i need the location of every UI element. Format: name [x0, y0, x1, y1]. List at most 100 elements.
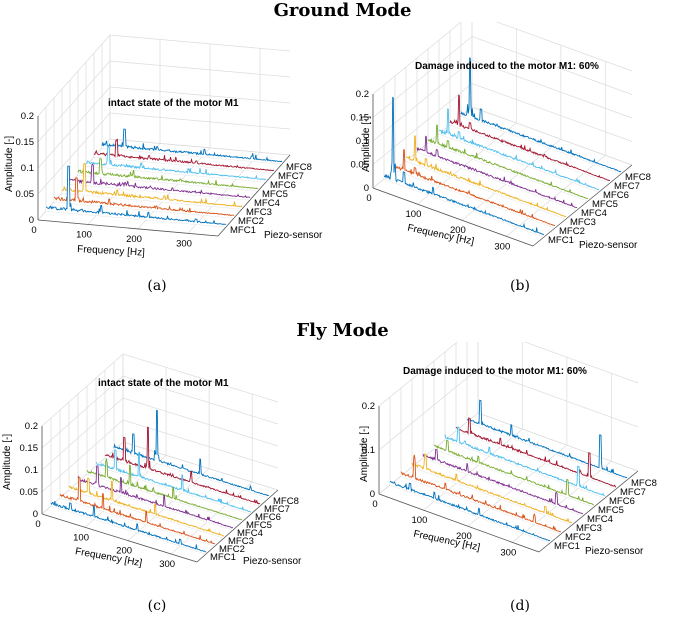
- x-tick-label: 100: [412, 515, 428, 526]
- series-line-mfc5: [433, 439, 595, 506]
- chart-panel-c: 0 0.05 0.1 0.15 0.2 0 100 200 300 MFC1 MFC2 MFC3 MFC…: [0, 342, 342, 612]
- series-mask-mfc3: [412, 454, 572, 525]
- z-tick-label: 0.05: [20, 487, 39, 498]
- series-mask-mfc7: [456, 418, 616, 489]
- category-label-mfc3: MFC3: [246, 207, 272, 218]
- x-axis-line: [41, 513, 198, 563]
- series-line-mfc8: [101, 128, 283, 163]
- gridline-z: [41, 419, 279, 493]
- series-line-mfc6: [95, 449, 252, 513]
- grid-a: [37, 34, 291, 237]
- z-tick-label: 0: [33, 509, 38, 520]
- z-tick-label: 0.2: [25, 421, 38, 432]
- chart-panel-d: 0 0.1 0.2 0 100 200 300 MFC1 MFC2 MFC3 MFC4 MFC5 MFC…: [343, 342, 685, 612]
- z-axis-label: Amplitude [-]: [4, 136, 15, 192]
- gridline-y-floor: [109, 138, 291, 156]
- series-line-mfc1: [45, 165, 227, 226]
- category-label-mfc2: MFC2: [219, 544, 245, 555]
- category-label-mfc8: MFC8: [625, 172, 651, 183]
- category-label-mfc7: MFC7: [264, 504, 290, 515]
- gridline-z: [41, 397, 279, 471]
- z-tick-label: 0.1: [362, 445, 375, 456]
- category-label-mfc1: MFC1: [230, 225, 256, 236]
- category-label-mfc4: MFC4: [581, 208, 607, 219]
- caption-d: (d): [510, 598, 530, 614]
- series-line-mfc4: [416, 135, 578, 209]
- z-tick-label: 0.05: [16, 189, 35, 200]
- gridline-z: [378, 368, 639, 451]
- category-label-mfc1: MFC1: [548, 235, 574, 246]
- chart-panel-a: 0 0.05 0.1 0.15 0.2 0 100 200 300 MFC1 MFC2 MFC3 MFC…: [0, 22, 342, 292]
- x-tick-label: 100: [73, 532, 89, 543]
- category-label-mfc6: MFC6: [603, 190, 629, 201]
- x-axis-label: Frequency [Hz]: [74, 546, 143, 569]
- series-mask-mfc3: [69, 478, 224, 538]
- category-label-mfc5: MFC5: [592, 199, 618, 210]
- category-label-mfc5: MFC5: [262, 189, 288, 200]
- gridline-x-floor: [41, 441, 124, 515]
- y-axis-line: [196, 489, 279, 563]
- x-tick-label: 200: [116, 546, 132, 557]
- series-line-mfc5: [77, 158, 259, 190]
- category-label-mfc3: MFC3: [570, 217, 596, 228]
- category-label-mfc2: MFC2: [565, 532, 591, 543]
- caption-a: (a): [147, 278, 167, 294]
- chart-panel-b: 0 0.05 0.1 0.15 0.2 0 100 200 300 MFC1 MFC2 MFC3 MFC…: [343, 22, 685, 292]
- gridline-x-floor: [512, 461, 612, 543]
- section-title-ground: Ground Mode: [273, 0, 412, 21]
- gridline-x-floor: [506, 155, 606, 237]
- series-mask-mfc6: [445, 427, 605, 498]
- x-tick-label: 100: [76, 229, 92, 240]
- gridline-z: [372, 36, 633, 118]
- axes-a: [37, 116, 291, 237]
- z-axis-label: Amplitude [-]: [2, 434, 13, 490]
- chart-svg-a: 00.050.10.150.20 100 200 300MFC1MFC2MFC3MFC…: [4, 34, 323, 259]
- y-axis-label: Piezo-sensor: [264, 230, 323, 241]
- series-line-mfc2: [400, 454, 562, 533]
- chart-svg-c: 00.050.10.150.20100200300MFC1MFC2MFC3MFC…: [2, 353, 302, 570]
- x-axis-line: [378, 493, 540, 553]
- gridline-x-floor: [137, 147, 211, 230]
- z-tick-label: 0: [29, 215, 34, 226]
- series-mask-mfc4: [417, 136, 577, 210]
- x-tick-label: 300: [176, 238, 192, 249]
- series-mask-mfc5: [78, 158, 258, 191]
- chart-title: intact state of the motor M1: [108, 98, 239, 109]
- chart-svg-b: 00.050.10.150.20100200300MFC1MFC2MFC3MFC…: [351, 22, 651, 252]
- z-axis-label: Amplitude [-]: [361, 116, 372, 172]
- category-label-mfc6: MFC6: [270, 180, 296, 191]
- axes-d: [378, 406, 639, 553]
- series-mask-mfc3: [62, 163, 242, 209]
- series-line-mfc1: [384, 96, 545, 236]
- z-tick-label: 0.2: [362, 401, 375, 412]
- gridline-x-floor: [187, 152, 261, 234]
- series-line-mfc2: [59, 476, 216, 545]
- category-label-mfc4: MFC4: [237, 528, 263, 539]
- category-label-mfc8: MFC8: [273, 496, 299, 507]
- x-tick-label: 200: [126, 234, 142, 245]
- x-tick-label: 300: [500, 547, 516, 558]
- caption-b: (b): [510, 278, 530, 294]
- category-label-mfc3: MFC3: [576, 523, 602, 534]
- series-line-mfc3: [68, 477, 225, 537]
- caption-c: (c): [147, 598, 167, 614]
- z-tick-label: 0: [370, 489, 375, 500]
- y-axis-label: Piezo-sensor: [585, 546, 644, 557]
- series-line-mfc3: [405, 135, 567, 218]
- chart-title: Damage induced to the motor M1: 60%: [403, 366, 587, 377]
- chart-svg-d: 00.10.20100200300MFC1MFC2MFC3MFC4MFC5MFC…: [359, 342, 657, 558]
- category-label-mfc6: MFC6: [255, 512, 281, 523]
- gridline-y-floor: [471, 106, 633, 166]
- y-axis-line: [217, 154, 291, 237]
- z-tick-label: 0.1: [356, 136, 369, 147]
- z-tick-label: 0.15: [16, 137, 35, 148]
- x-axis-label: Frequency [Hz]: [77, 244, 146, 259]
- z-axis-label: Amplitude [-]: [359, 426, 370, 482]
- series-line-mfc5: [427, 124, 589, 200]
- category-label-mfc2: MFC2: [559, 226, 585, 237]
- series-mask-mfc5: [87, 458, 242, 522]
- category-label-mfc5: MFC5: [598, 505, 624, 516]
- gridline-x-floor: [372, 106, 473, 189]
- z-tick-label: 0.2: [356, 89, 369, 100]
- series-line-mfc6: [444, 426, 606, 497]
